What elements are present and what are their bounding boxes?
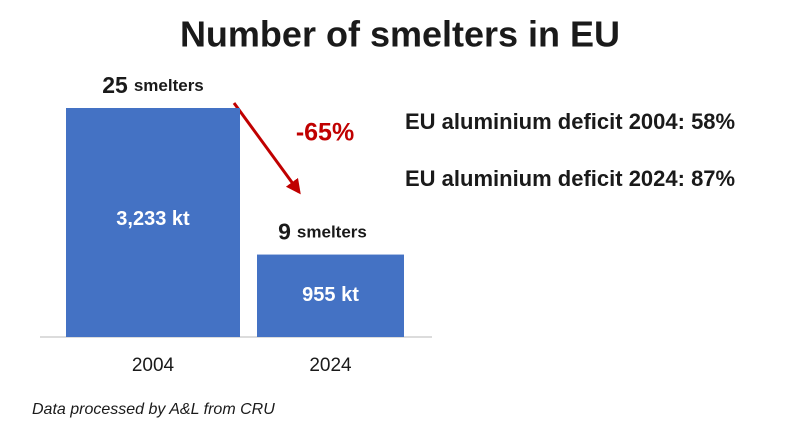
bar xyxy=(66,108,240,337)
value-number: 9 xyxy=(278,219,291,245)
bar xyxy=(257,254,404,337)
note: EU aluminium deficit 2004: 58% xyxy=(405,109,735,134)
value-unit: smelters xyxy=(134,76,204,95)
bar-label: 955 kt xyxy=(302,284,359,306)
value-unit: smelters xyxy=(297,223,367,242)
value-number: 25 xyxy=(102,72,128,98)
x-tick-label: 2024 xyxy=(309,355,352,376)
value-label: 25 smelters xyxy=(102,72,204,98)
chart-title: Number of smelters in EU xyxy=(180,14,620,55)
x-tick-label: 2004 xyxy=(132,355,175,376)
change-arrow xyxy=(232,102,301,195)
change-label: -65% xyxy=(296,119,354,147)
bar-label: 3,233 kt xyxy=(116,208,190,230)
value-label: 9 smelters xyxy=(278,219,367,245)
note: EU aluminium deficit 2024: 87% xyxy=(405,166,735,191)
source-note: Data processed by A&L from CRU xyxy=(32,401,275,418)
